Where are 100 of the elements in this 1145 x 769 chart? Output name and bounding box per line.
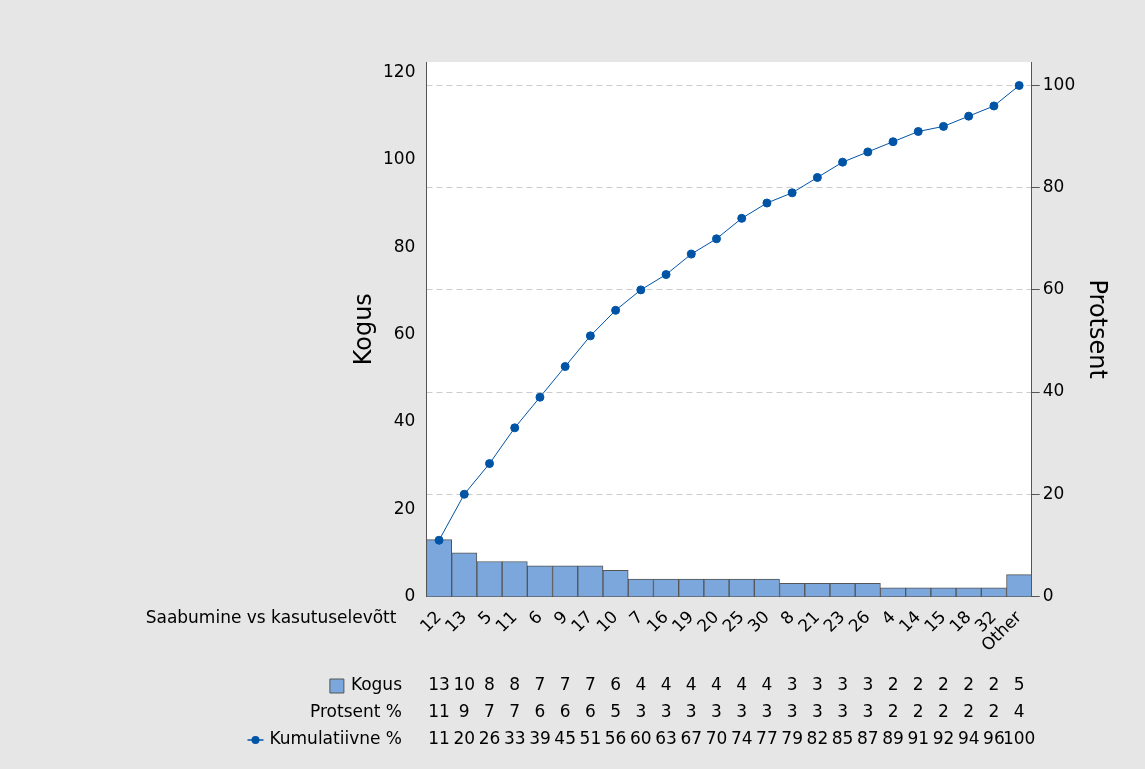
text: 3	[736, 701, 748, 722]
data-label: 63	[655, 728, 677, 749]
point	[863, 147, 873, 157]
text: 2	[988, 701, 1000, 722]
y2-tick-label: 0	[1042, 584, 1054, 605]
y2-tick-label: 20	[1042, 482, 1065, 503]
point	[510, 423, 520, 433]
data-label: 7	[584, 674, 596, 695]
data-label: 85	[831, 728, 854, 749]
data-label: 2	[938, 674, 949, 695]
y-axis-title: Kogus	[348, 293, 377, 366]
data-label: 91	[907, 728, 930, 749]
data-label: 60	[630, 728, 652, 749]
data-label: 13	[428, 674, 450, 695]
y2-tick-label: 80	[1042, 176, 1065, 197]
y-tick-label: 40	[393, 410, 416, 431]
text: 7	[484, 701, 495, 722]
data-label: 79	[781, 728, 803, 749]
data-label: 10	[453, 674, 476, 695]
text: 3	[660, 701, 672, 722]
text: 3	[837, 701, 849, 722]
point	[434, 535, 444, 545]
point	[812, 172, 822, 182]
text: 3	[685, 701, 697, 722]
data-label: 11	[428, 728, 450, 749]
point	[737, 213, 747, 223]
text: 3	[811, 701, 823, 722]
y-tick-label: 120	[382, 60, 416, 81]
data-label: 3	[837, 674, 849, 695]
text: 3	[711, 701, 722, 722]
point	[585, 331, 595, 341]
data-label: 26	[478, 728, 501, 749]
data-label: 4	[660, 674, 672, 695]
data-label: 2	[963, 674, 975, 695]
data-label: 3	[786, 674, 798, 695]
y-tick-label: 0	[404, 584, 416, 605]
data-label: 67	[680, 728, 703, 749]
point	[485, 459, 494, 469]
data-label: 2	[887, 674, 899, 695]
y-tick-label: 100	[382, 148, 416, 169]
y2-tick-label: 40	[1042, 380, 1065, 401]
point	[838, 157, 848, 167]
point	[535, 392, 545, 402]
text: 6	[534, 701, 546, 722]
data-label: 4	[685, 674, 697, 695]
text: Protsent %	[310, 701, 402, 722]
text: 2	[912, 701, 924, 722]
data-label: 77	[756, 728, 778, 749]
data-label: 33	[503, 728, 526, 749]
data-label: 8	[484, 674, 495, 695]
data-label: 20	[453, 728, 476, 749]
data-label: 51	[579, 728, 602, 749]
text: 7	[509, 701, 521, 722]
data-label: 87	[857, 728, 879, 749]
data-label: 74	[730, 728, 753, 749]
data-label: 3	[862, 674, 874, 695]
point	[560, 362, 570, 372]
point	[938, 121, 948, 131]
data-label: 4	[635, 674, 647, 695]
point	[611, 305, 621, 315]
text: 5	[610, 701, 622, 722]
point	[989, 101, 999, 111]
point	[762, 198, 772, 208]
point	[913, 126, 923, 136]
point	[888, 137, 898, 147]
point	[636, 285, 646, 295]
text: 6	[584, 701, 596, 722]
data-label: 39	[529, 728, 551, 749]
data-label: 5	[1013, 674, 1025, 695]
y-tick-label: 60	[393, 322, 416, 343]
text: 3	[786, 701, 798, 722]
text: 3	[635, 701, 647, 722]
point	[686, 249, 696, 259]
data-label: 6	[610, 674, 622, 695]
text: 4	[1013, 701, 1025, 722]
y-tick-label: 20	[393, 497, 416, 518]
data-label: 82	[806, 728, 829, 749]
point	[459, 489, 469, 499]
text: 6	[559, 701, 571, 722]
point	[787, 188, 797, 198]
text: 9	[458, 701, 470, 722]
text: 2	[938, 701, 949, 722]
y2-tick-label: 60	[1042, 278, 1065, 299]
point	[964, 111, 974, 121]
data-label: 89	[882, 728, 904, 749]
data-label: 92	[932, 728, 955, 749]
data-label: 3	[811, 674, 823, 695]
data-label: 4	[711, 674, 722, 695]
data-label: 56	[604, 728, 627, 749]
text: 2	[963, 701, 975, 722]
data-label: 4	[761, 674, 773, 695]
data-label: 7	[534, 674, 546, 695]
data-label: 4	[736, 674, 748, 695]
legend-label: Kumulatiivne %	[269, 728, 402, 749]
text: 3	[862, 701, 874, 722]
x-tick-label: 6	[524, 606, 546, 629]
text: 11	[428, 701, 450, 722]
data-label: 94	[957, 728, 980, 749]
y-tick-label: 80	[393, 235, 416, 256]
text: 3	[761, 701, 773, 722]
